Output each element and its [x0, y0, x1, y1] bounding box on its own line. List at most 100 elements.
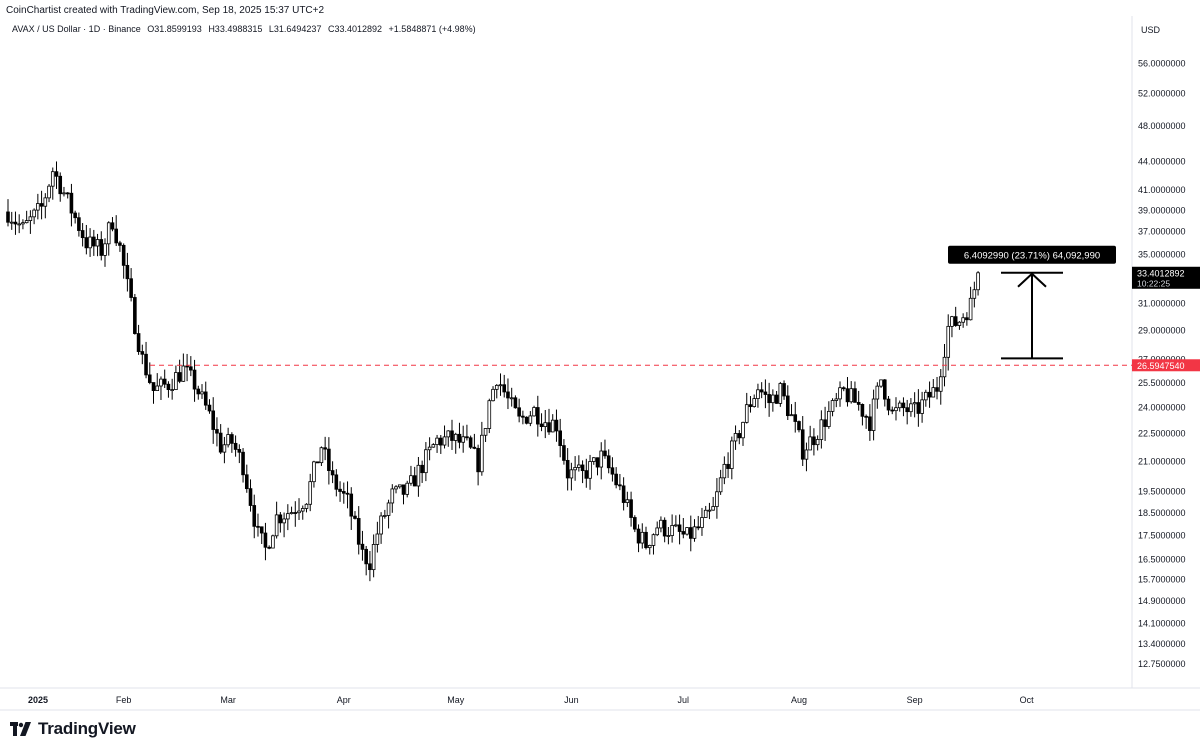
candle-body [909, 403, 913, 413]
candle-body [498, 384, 503, 387]
candle [875, 382, 880, 409]
candle [741, 421, 745, 446]
candle-body [539, 423, 544, 428]
candle [636, 524, 641, 553]
candle-body [383, 515, 387, 517]
candle [517, 398, 521, 423]
candle [39, 190, 44, 220]
candle-body [241, 451, 245, 476]
candle-body [670, 525, 674, 536]
candle [274, 501, 279, 539]
candle [394, 485, 398, 494]
candle [69, 183, 74, 227]
candle [62, 186, 66, 197]
candle [748, 396, 753, 413]
candle-body [267, 546, 271, 549]
candle-body [315, 461, 320, 464]
candle-body [536, 407, 540, 425]
candle [77, 212, 81, 237]
candle [159, 376, 163, 400]
price-tick-label: 14.1000000 [1138, 618, 1186, 628]
ohlc-open: O31.8599193 [147, 24, 202, 34]
candle-body [524, 416, 529, 424]
price-tick-label: 52.0000000 [1138, 89, 1186, 99]
symbol-name[interactable]: AVAX / US Dollar · 1D · Binance [12, 24, 141, 34]
candle-body [927, 391, 932, 398]
candle [241, 448, 245, 483]
candle-body [935, 387, 939, 392]
candle [383, 509, 387, 519]
price-tick-label: 16.5000000 [1138, 555, 1186, 565]
candle-body [386, 502, 391, 516]
candle-body [882, 379, 887, 400]
candle-body [151, 382, 156, 391]
candle [965, 312, 969, 326]
candle-body [625, 499, 630, 503]
candle [800, 416, 805, 467]
candle-body [95, 239, 100, 247]
candle [897, 400, 902, 412]
candle-body [368, 563, 372, 571]
candle [304, 503, 309, 513]
candle [450, 419, 454, 450]
candle [528, 411, 533, 427]
candle [371, 534, 376, 578]
price-tick-label: 24.0000000 [1138, 402, 1186, 412]
candle-body [166, 383, 171, 390]
time-tick-label: Oct [1020, 695, 1035, 705]
candle [502, 374, 507, 398]
candle [782, 380, 786, 400]
candle-body [886, 398, 891, 411]
candle-body [494, 384, 499, 390]
candle-body [830, 400, 835, 412]
candle-body [875, 385, 880, 400]
measure-label-box [948, 245, 1116, 264]
current-badge-bg [1132, 266, 1200, 289]
candle-body [584, 470, 589, 479]
candle-body [327, 448, 331, 471]
candle [427, 437, 432, 461]
tradingview-brand[interactable]: TradingView [10, 718, 136, 740]
candle-body [144, 353, 148, 376]
candle-body [961, 317, 965, 323]
candle [894, 397, 898, 421]
candle-body [573, 467, 577, 471]
candle-body [338, 488, 342, 492]
candle [368, 551, 372, 582]
candle [286, 504, 290, 531]
candle [603, 439, 607, 459]
candle [633, 515, 637, 533]
candle-body [920, 399, 924, 414]
candle-body [506, 391, 510, 399]
candle-body [651, 534, 656, 546]
candle [491, 386, 495, 402]
candle-body [300, 508, 305, 512]
candle [808, 425, 812, 451]
candle [774, 391, 779, 404]
candle [379, 512, 383, 544]
candle-body [189, 366, 193, 371]
candle-body [43, 197, 48, 207]
candle-body [595, 457, 600, 468]
candle [341, 482, 346, 504]
candle-body [756, 389, 760, 399]
candle [155, 373, 160, 391]
candle-body [554, 419, 559, 432]
candle [364, 545, 368, 576]
candle [207, 399, 212, 414]
candle [282, 512, 286, 538]
candle-body [659, 519, 663, 529]
candle [263, 522, 268, 561]
candle-body [155, 385, 160, 391]
candle [700, 507, 704, 536]
candle [927, 381, 932, 408]
level-badge-bg [1132, 359, 1200, 372]
candle [412, 466, 417, 487]
candle [13, 211, 18, 235]
candle-body [618, 484, 622, 487]
price-tick-label: 35.0000000 [1138, 249, 1186, 259]
candle [73, 210, 77, 224]
price-tick-label: 41.0000000 [1138, 185, 1186, 195]
price-range-measure: 6.4092990 (23.71%) 64,092,990 [948, 245, 1116, 360]
